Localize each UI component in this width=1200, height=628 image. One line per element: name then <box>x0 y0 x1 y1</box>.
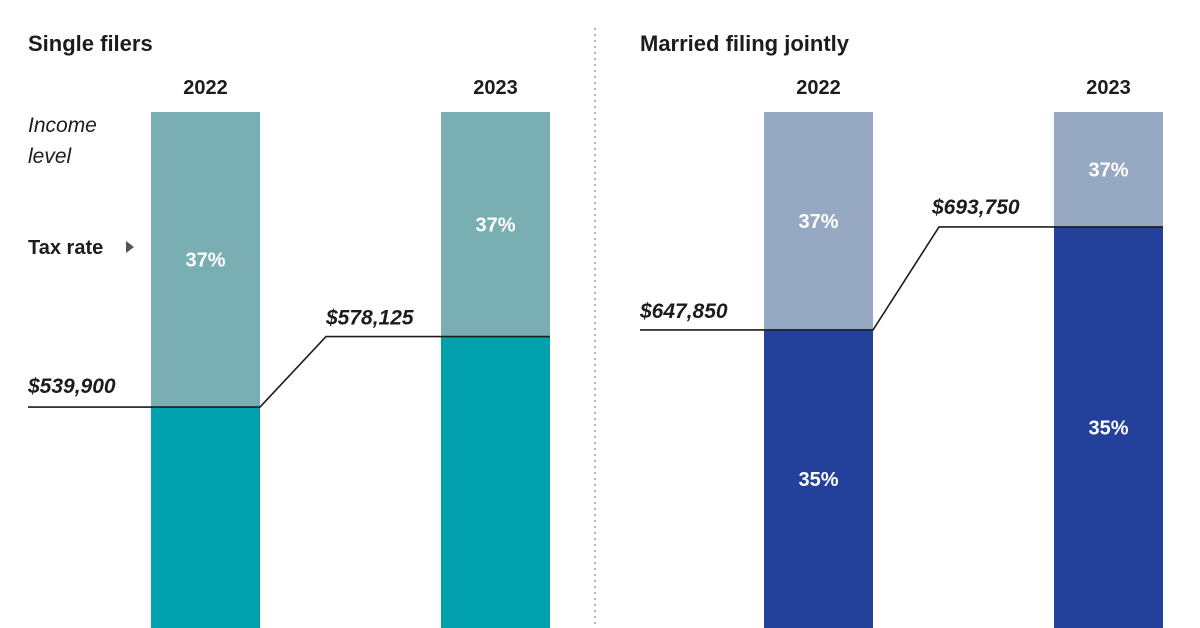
married-threshold-line <box>640 226 1163 331</box>
married-bar-2023-upper-rate-label: 37% <box>1088 159 1128 181</box>
married-year-label-2023: 2023 <box>1086 77 1131 99</box>
married-bar-2022-upper-rate-label: 37% <box>798 211 838 233</box>
single-threshold-label-2023: $578,125 <box>325 307 414 330</box>
married-bar-2022-upper-segment <box>764 112 873 330</box>
single-bar-2023-upper-rate-label: 37% <box>475 214 515 236</box>
single-year-label-2023: 2023 <box>473 77 518 99</box>
legend-arrow-icon <box>126 241 134 253</box>
married-bar-2022-lower-rate-label: 35% <box>798 469 838 491</box>
married-threshold-label-2023: $693,750 <box>931 196 1020 219</box>
legend-income-level-line1: Income <box>28 114 97 137</box>
legend-income-level-line2: level <box>28 145 73 168</box>
single-filers-title: Single filers <box>28 31 153 56</box>
single-threshold-line <box>28 335 550 408</box>
single-bar-2023-upper-segment <box>441 112 550 337</box>
single-year-label-2022: 2022 <box>183 77 228 99</box>
single-bar-2022-upper-rate-label: 37% <box>185 250 225 272</box>
single-bar-2022-upper-segment <box>151 112 260 408</box>
single-bar-2023-lower-segment <box>441 336 550 628</box>
legend-tax-rate: Tax rate <box>28 237 103 259</box>
single-bar-2022-lower-segment <box>151 407 260 628</box>
married-bar-2023-lower-segment <box>1054 226 1163 628</box>
married-bar-2022-lower-segment <box>764 329 873 628</box>
married-bar-2023-upper-segment <box>1054 112 1163 227</box>
married-bar-2023-lower-rate-label: 35% <box>1088 417 1128 439</box>
married-filing-jointly-title: Married filing jointly <box>640 31 850 56</box>
married-year-label-2022: 2022 <box>796 77 841 99</box>
married-threshold-label-2022: $647,850 <box>639 300 728 323</box>
single-threshold-label-2022: $539,900 <box>27 375 116 398</box>
